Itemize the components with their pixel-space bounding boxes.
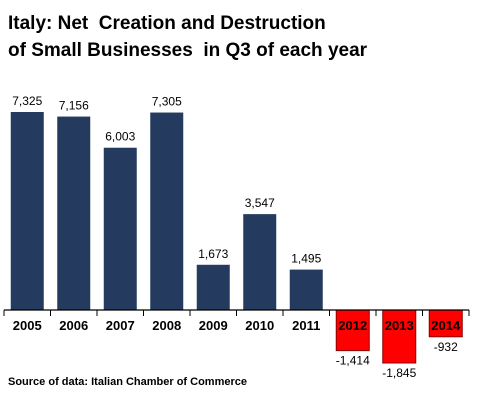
- data-label-2012: -1,414: [336, 354, 370, 368]
- bar-2006: [57, 116, 91, 310]
- x-tick-label-2009: 2009: [199, 318, 228, 333]
- bar-2012: [335, 309, 370, 352]
- bar-2007: [103, 147, 137, 310]
- x-tick-label-2010: 2010: [245, 318, 274, 333]
- bar-2014: [428, 309, 463, 338]
- chart-title-line-1: Italy: Net Creation and Destruction: [8, 13, 326, 34]
- x-tick-label-2014: 2014: [431, 318, 461, 333]
- x-tick-label-2011: 2011: [292, 318, 320, 333]
- x-tick-label-2005: 2005: [13, 318, 42, 333]
- chart-title: Italy: Net Creation and Destruction of S…: [8, 10, 468, 64]
- x-tick-label-2006: 2006: [59, 318, 88, 333]
- data-label-2010: 3,547: [245, 196, 275, 210]
- x-tick-label-2012: 2012: [338, 318, 367, 333]
- data-label-2013: -1,845: [382, 366, 416, 380]
- data-label-2007: 6,003: [105, 130, 135, 144]
- x-tick-label-2008: 2008: [152, 318, 181, 333]
- data-label-2014: -932: [434, 340, 458, 354]
- data-label-2011: 1,495: [291, 252, 321, 266]
- chart-title-line-2: of Small Businesses in Q3 of each year: [8, 40, 368, 61]
- bar-2009: [196, 264, 230, 310]
- x-tick-label-2013: 2013: [385, 318, 414, 333]
- data-label-2008: 7,305: [152, 95, 182, 109]
- data-label-2009: 1,673: [198, 247, 228, 261]
- data-label-2005: 7,325: [12, 94, 42, 108]
- bar-2008: [150, 112, 184, 310]
- x-tick-label-2007: 2007: [106, 318, 135, 333]
- data-label-2006: 7,156: [59, 99, 89, 113]
- bar-2011: [289, 269, 323, 310]
- chart-source-note: Source of data: Italian Chamber of Comme…: [8, 376, 247, 388]
- bar-2005: [10, 112, 44, 310]
- bar-2010: [243, 214, 277, 310]
- bar-2013: [382, 309, 417, 364]
